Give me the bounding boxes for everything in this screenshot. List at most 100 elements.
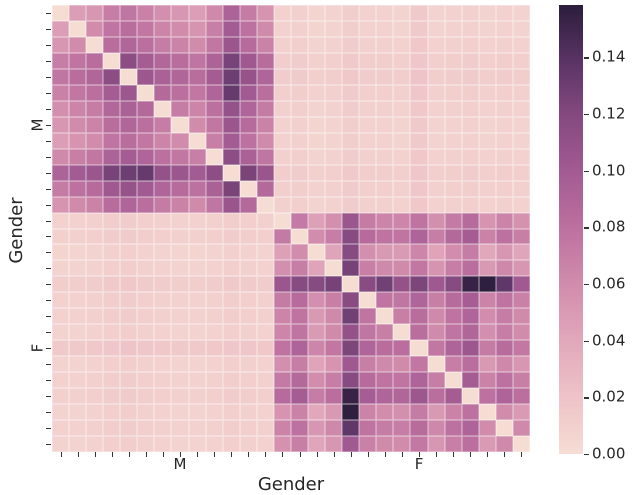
heatmap-cell [188, 404, 206, 421]
heatmap-cell [273, 228, 291, 245]
heatmap-cell [103, 420, 121, 437]
heatmap-cell [427, 292, 445, 309]
heatmap-cell [239, 212, 257, 229]
heatmap-cell [52, 68, 70, 85]
heatmap-cell [171, 292, 189, 309]
heatmap-cell [256, 404, 274, 421]
heatmap-cell [325, 308, 343, 325]
heatmap-cell [120, 420, 138, 437]
heatmap-cell [376, 116, 394, 133]
heatmap-cell [427, 84, 445, 101]
heatmap-cell [256, 228, 274, 245]
heatmap-cell [495, 180, 513, 197]
heatmap-cell [137, 180, 155, 197]
heatmap-cell [205, 308, 223, 325]
heatmap-cell [69, 260, 87, 277]
heatmap-cell [308, 308, 326, 325]
heatmap-cell [495, 404, 513, 421]
heatmap-cell [171, 260, 189, 277]
heatmap-cell [495, 436, 513, 452]
heatmap-cell [308, 340, 326, 357]
heatmap-cell [120, 340, 138, 357]
heatmap-cell [171, 164, 189, 181]
y-tick-mark [46, 348, 51, 350]
heatmap-cell [188, 420, 206, 437]
heatmap-cell [410, 20, 428, 37]
heatmap-cell [103, 116, 121, 133]
heatmap-cell [52, 404, 70, 421]
x-tick-mark [248, 452, 250, 457]
heatmap-cell [239, 244, 257, 261]
heatmap-cell [325, 100, 343, 117]
heatmap-cell [52, 84, 70, 101]
heatmap-cell [256, 372, 274, 389]
heatmap-cell [410, 84, 428, 101]
heatmap-cell [52, 52, 70, 69]
heatmap-cell [308, 116, 326, 133]
heatmap-cell [256, 164, 274, 181]
heatmap-cell [154, 68, 172, 85]
heatmap-cell [154, 228, 172, 245]
heatmap-cell [410, 36, 428, 53]
heatmap-cell [222, 276, 240, 293]
heatmap-cell [359, 148, 377, 165]
heatmap-cell [478, 116, 496, 133]
heatmap-cell [222, 132, 240, 149]
x-tick-label-m: M [173, 455, 187, 473]
y-tick-mark [46, 252, 51, 254]
heatmap-cell [308, 292, 326, 309]
heatmap-cell [308, 228, 326, 245]
heatmap-cell [444, 148, 462, 165]
heatmap-cell [512, 84, 530, 101]
heatmap-cell [478, 228, 496, 245]
heatmap-cell [137, 5, 155, 21]
heatmap-cell [308, 356, 326, 373]
heatmap-cell [171, 148, 189, 165]
heatmap-cell [325, 196, 343, 213]
heatmap-cell [69, 180, 87, 197]
heatmap-cell [495, 36, 513, 53]
heatmap-cell [393, 308, 411, 325]
heatmap-cell [256, 212, 274, 229]
heatmap-cell [222, 372, 240, 389]
heatmap-cell [376, 68, 394, 85]
colorbar-tick-label: 0.00 [592, 444, 626, 463]
heatmap-cell [256, 436, 274, 452]
heatmap-cell [444, 68, 462, 85]
heatmap-cell [444, 356, 462, 373]
heatmap-cell [239, 308, 257, 325]
heatmap-cell [325, 276, 343, 293]
heatmap-cell [239, 116, 257, 133]
heatmap-cell [342, 164, 360, 181]
heatmap-cell [393, 356, 411, 373]
heatmap-cell [256, 324, 274, 341]
heatmap-cell [222, 116, 240, 133]
heatmap-cell [410, 244, 428, 261]
heatmap-cell [495, 388, 513, 405]
heatmap-cell [290, 244, 309, 261]
x-tick-mark [470, 452, 472, 457]
x-tick-mark [162, 452, 164, 457]
heatmap-cell [205, 340, 223, 357]
heatmap-cell [461, 308, 479, 325]
heatmap-cell [171, 212, 189, 229]
heatmap-cell [137, 372, 155, 389]
heatmap-cell [359, 356, 377, 373]
heatmap-cell [188, 436, 206, 452]
heatmap-cell [444, 36, 462, 53]
heatmap-cell [188, 276, 206, 293]
heatmap-cell [512, 180, 530, 197]
heatmap-cell [512, 116, 530, 133]
heatmap-cell [512, 340, 530, 357]
heatmap-cell [325, 372, 343, 389]
heatmap-cell [171, 68, 189, 85]
heatmap-cell [205, 388, 223, 405]
colorbar-tick-label: 0.06 [592, 274, 626, 293]
heatmap-cell [86, 84, 104, 101]
heatmap-cell [393, 388, 411, 405]
heatmap-cell [137, 404, 155, 421]
heatmap-cell [461, 132, 479, 149]
heatmap-cell [376, 436, 394, 452]
heatmap-cell [325, 116, 343, 133]
